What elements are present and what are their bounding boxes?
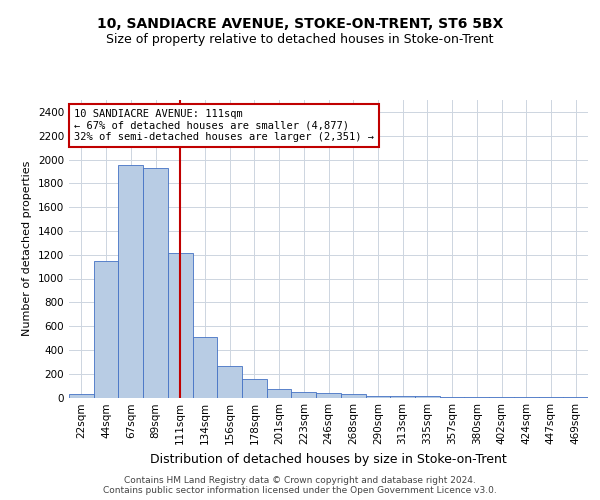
- Bar: [193, 337, 217, 398]
- Bar: [69, 394, 94, 398]
- Bar: [415, 396, 440, 398]
- Bar: [390, 396, 415, 398]
- Bar: [143, 168, 168, 398]
- Y-axis label: Number of detached properties: Number of detached properties: [22, 161, 32, 336]
- Bar: [365, 396, 390, 398]
- Bar: [292, 392, 316, 398]
- Bar: [242, 379, 267, 398]
- Bar: [217, 366, 242, 398]
- Bar: [316, 392, 341, 398]
- Text: Size of property relative to detached houses in Stoke-on-Trent: Size of property relative to detached ho…: [106, 32, 494, 46]
- X-axis label: Distribution of detached houses by size in Stoke-on-Trent: Distribution of detached houses by size …: [150, 453, 507, 466]
- Text: 10, SANDIACRE AVENUE, STOKE-ON-TRENT, ST6 5BX: 10, SANDIACRE AVENUE, STOKE-ON-TRENT, ST…: [97, 18, 503, 32]
- Bar: [168, 253, 193, 398]
- Bar: [94, 260, 118, 398]
- Text: 10 SANDIACRE AVENUE: 111sqm
← 67% of detached houses are smaller (4,877)
32% of : 10 SANDIACRE AVENUE: 111sqm ← 67% of det…: [74, 109, 374, 142]
- Bar: [267, 388, 292, 398]
- Text: Contains HM Land Registry data © Crown copyright and database right 2024.
Contai: Contains HM Land Registry data © Crown c…: [103, 476, 497, 495]
- Bar: [341, 394, 365, 398]
- Bar: [118, 166, 143, 398]
- Bar: [440, 397, 464, 398]
